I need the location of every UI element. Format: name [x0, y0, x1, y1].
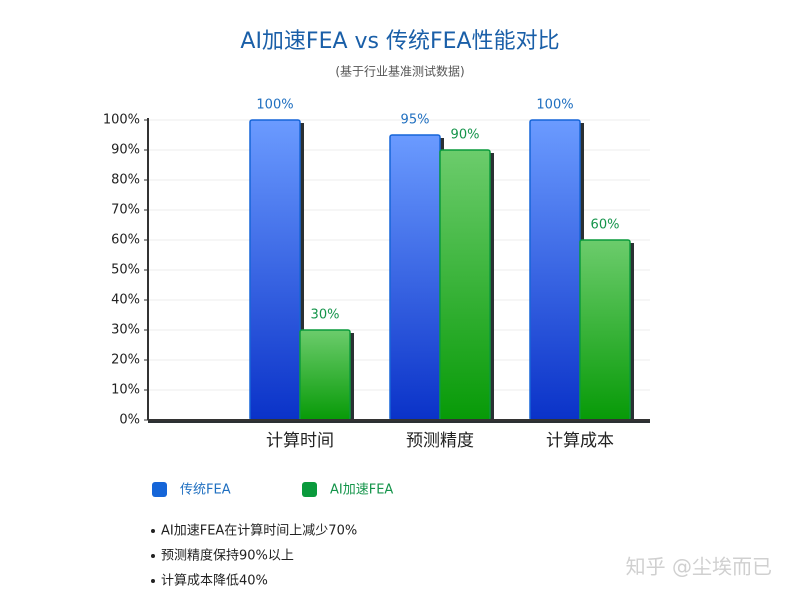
- bar: [299, 329, 351, 421]
- y-tick-label: 70%: [111, 203, 140, 218]
- y-tick-label: 50%: [111, 263, 140, 278]
- legend-swatch: [302, 482, 317, 497]
- x-axis-3d: [148, 421, 650, 423]
- watermark: 知乎 @尘埃而已: [626, 555, 772, 579]
- y-tick-label: 0%: [119, 413, 140, 428]
- x-tick-label: 预测精度: [406, 431, 474, 451]
- y-tick-label: 10%: [111, 383, 140, 398]
- x-tick-label: 计算成本: [546, 431, 614, 451]
- note: AI加速FEA在计算时间上减少70%: [161, 524, 357, 539]
- bar: [249, 119, 301, 421]
- chart-subtitle: (基于行业基准测试数据): [335, 64, 464, 79]
- bar: [439, 149, 491, 421]
- note-bullet: [151, 579, 155, 583]
- x-tick-label: 计算时间: [266, 431, 334, 451]
- bar: [529, 119, 581, 421]
- note: 计算成本降低40%: [161, 574, 268, 589]
- bar: [579, 239, 631, 421]
- legend-label: 传统FEA: [180, 483, 231, 498]
- value-label: 95%: [401, 113, 430, 128]
- legend-label: AI加速FEA: [330, 483, 393, 498]
- y-tick-label: 30%: [111, 323, 140, 338]
- value-label: 100%: [536, 98, 573, 113]
- y-tick-label: 100%: [103, 113, 140, 128]
- value-label: 90%: [451, 128, 480, 143]
- y-tick-label: 90%: [111, 143, 140, 158]
- bar: [389, 134, 441, 421]
- note: 预测精度保持90%以上: [161, 548, 294, 564]
- y-tick-label: 80%: [111, 173, 140, 188]
- value-label: 30%: [311, 308, 340, 323]
- note-bullet: [151, 554, 155, 558]
- note-bullet: [151, 529, 155, 533]
- value-label: 60%: [591, 218, 620, 233]
- y-tick-label: 40%: [111, 293, 140, 308]
- y-tick-label: 20%: [111, 353, 140, 368]
- y-tick-label: 60%: [111, 233, 140, 248]
- value-label: 100%: [256, 98, 293, 113]
- legend-swatch: [152, 482, 167, 497]
- chart-title: AI加速FEA vs 传统FEA性能对比: [240, 29, 559, 54]
